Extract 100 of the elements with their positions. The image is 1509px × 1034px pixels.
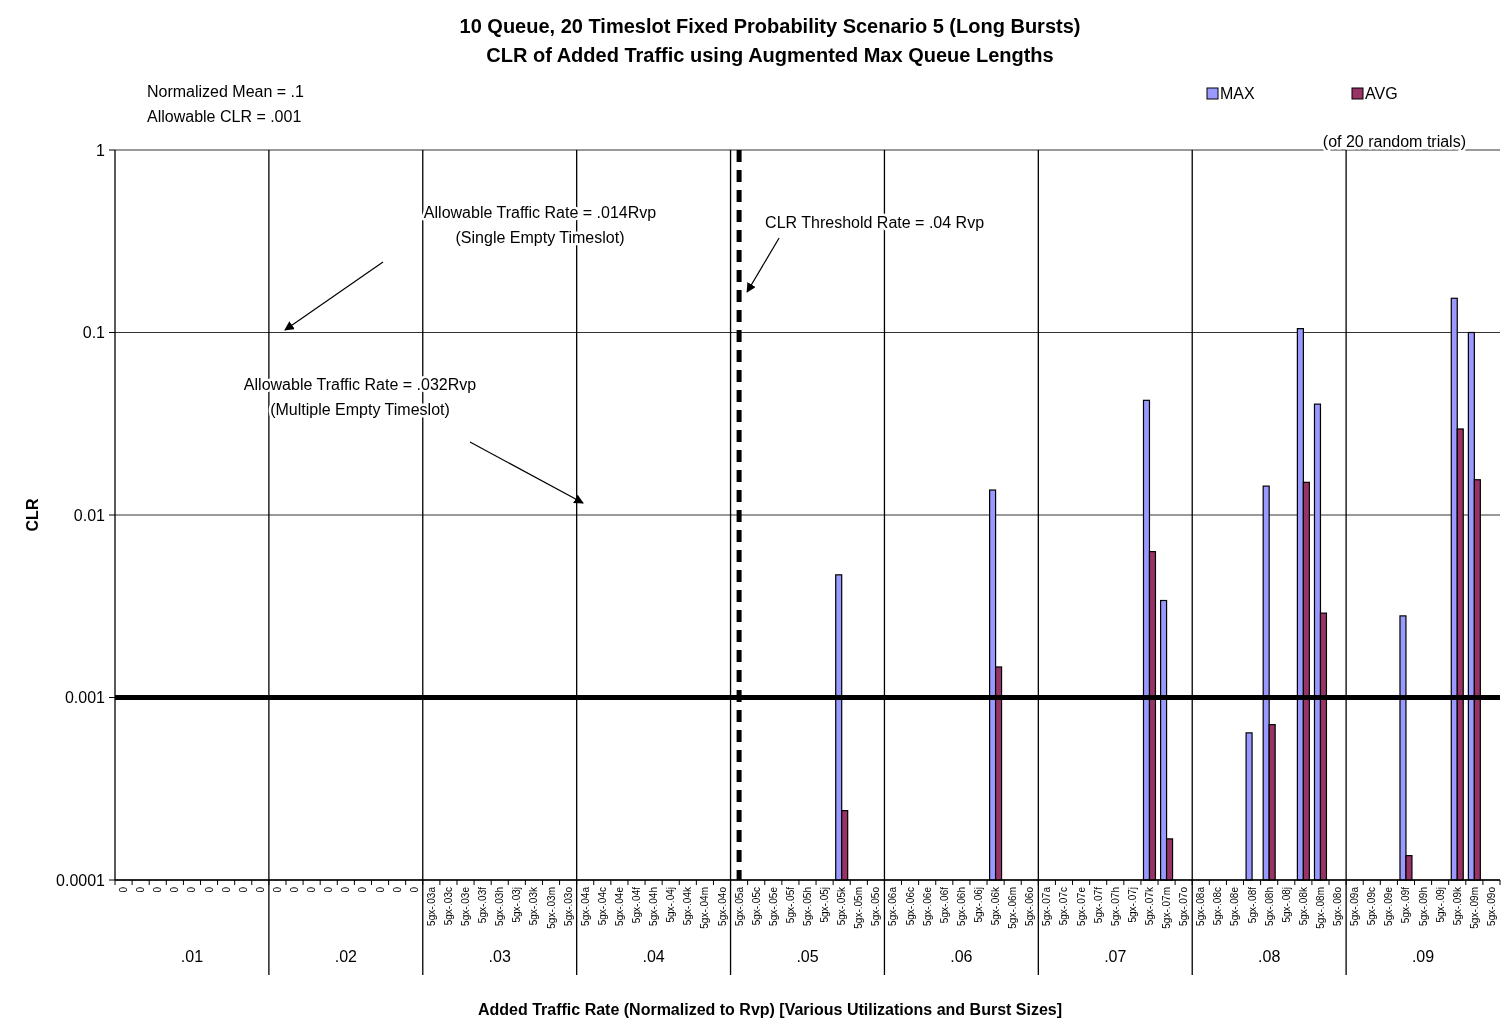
x-tick-label: 5gx-.07c: [1058, 887, 1070, 926]
x-tick-label: 5gx-.06o: [1024, 886, 1036, 926]
text: Normalized Mean = .1: [147, 83, 305, 100]
x-tick-label: 0: [135, 886, 147, 893]
x-tick-label: 5gx-.08a: [1195, 886, 1207, 926]
y-tick-label: 1: [96, 141, 106, 159]
x-tick-label: 0: [391, 886, 403, 893]
x-tick-label: 5gx-.03f: [477, 886, 489, 924]
x-tick-label: 5gx-.04k: [682, 886, 694, 926]
y-tick-label: 0.01: [73, 506, 106, 524]
x-tick-label: 5gx-.08c: [1212, 887, 1224, 926]
text: .06: [950, 948, 973, 965]
x-tick-label: 5gx-.07m: [1161, 887, 1173, 929]
x-tick-label: 5gx-.03o: [562, 886, 574, 926]
x-tick-label: 5gx-.09m: [1468, 887, 1480, 929]
x-tick-label: 5gx-.08o: [1332, 886, 1344, 926]
text: .05: [796, 948, 819, 965]
x-tick-label: 5gx-.04e: [613, 886, 625, 926]
x-tick-label: 5gx-.04m: [699, 887, 711, 929]
x-tick-label: 5gx-.05c: [750, 887, 762, 926]
x-tick-label: 5gx-.06h: [955, 887, 967, 926]
x-tick-label: 5gx-.09j: [1434, 887, 1446, 923]
x-tick-label: 5gx-.08h: [1263, 887, 1275, 926]
x-tick-label: 5gx-.07a: [1041, 886, 1053, 926]
x-tick-label: 5gx-.05o: [870, 886, 882, 926]
x-tick-label: 5gx-.07k: [1143, 886, 1155, 926]
x-tick-label: 5gx-.09f: [1400, 886, 1412, 924]
x-tick-label: 0: [271, 886, 283, 893]
x-tick-label: 5gx-.07h: [1109, 887, 1121, 926]
x-tick-label: 5gx-.06m: [1007, 887, 1019, 929]
x-tick-label: 5gx-.05a: [733, 886, 745, 926]
x-tick-label: 0: [237, 886, 249, 893]
x-tick-label: 0: [118, 886, 130, 893]
x-tick-label: 5gx-.05j: [819, 887, 831, 923]
x-tick-label: 0: [374, 886, 386, 893]
y-tick-label: 0.001: [64, 689, 106, 707]
y-tick-label: 0.0001: [56, 871, 106, 889]
x-tick-label: 5gx-.05m: [853, 887, 865, 929]
text: .07: [1104, 948, 1127, 965]
x-tick-label: 5gx-.08k: [1297, 886, 1309, 926]
text: .08: [1258, 948, 1281, 965]
x-tick-label: 0: [203, 886, 215, 893]
text: .04: [642, 948, 665, 965]
x-tick-label: 5gx-.07f: [1092, 886, 1104, 924]
chart-title: 10 Queue, 20 Timeslot Fixed Probability Scenario 5 (Long Bursts): [459, 15, 1081, 37]
x-tick-label: 5gx-.03e: [460, 886, 472, 926]
chart-subtitle: CLR of Added Traffic using Augmented Max Queue Lengths: [486, 44, 1054, 66]
x-axis-title: Added Traffic Rate (Normalized to Rvp) [Various Utilizations and Burst Sizes]: [477, 1001, 1063, 1018]
x-tick-label: 0: [408, 886, 420, 893]
text: .01: [180, 948, 204, 965]
text: .09: [1411, 948, 1435, 965]
x-tick-label: 5gx-.04c: [596, 887, 608, 926]
text: Allowable CLR = .001: [147, 108, 302, 125]
legend-label: MAX: [1220, 85, 1255, 102]
x-tick-label: 5gx-.09c: [1366, 887, 1378, 926]
x-tick-label: 5gx-.06c: [904, 887, 916, 926]
x-tick-label: 5gx-.06e: [921, 886, 933, 926]
x-tick-label: 5gx-.08f: [1246, 886, 1258, 924]
x-tick-label: 5gx-.09o: [1485, 886, 1497, 926]
x-tick-label: 5gx-.07e: [1075, 886, 1087, 926]
text: .02: [334, 948, 358, 965]
x-tick-label: 5gx-.09a: [1349, 886, 1361, 926]
x-tick-label: 5gx-.03c: [442, 887, 454, 926]
x-tick-label: 5gx-.09h: [1417, 887, 1429, 926]
x-tick-label: 5gx-.06f: [938, 886, 950, 924]
x-tick-label: 5gx-.05f: [784, 886, 796, 924]
y-tick-label: 0.1: [82, 324, 106, 342]
y-axis-title: CLR: [24, 498, 41, 532]
x-tick-label: 5gx-.06a: [887, 886, 899, 926]
x-tick-label: 0: [306, 886, 318, 893]
x-tick-label: 5gx-.04j: [665, 887, 677, 923]
x-tick-label: 5gx-.05e: [767, 886, 779, 926]
x-tick-label: 5gx-.08j: [1280, 887, 1292, 923]
x-tick-label: 0: [289, 886, 301, 893]
x-tick-label: 5gx-.04o: [716, 886, 728, 926]
x-tick-label: 5gx-.03h: [494, 887, 506, 926]
x-tick-label: 0: [340, 886, 352, 893]
x-tick-label: 0: [186, 886, 198, 893]
x-tick-label: 5gx-.09k: [1451, 886, 1463, 926]
x-tick-label: 0: [220, 886, 232, 893]
text: .03: [488, 948, 511, 965]
x-tick-label: 5gx-.07o: [1178, 886, 1190, 926]
x-tick-label: 5gx-.08m: [1314, 887, 1326, 929]
x-tick-label: 0: [169, 886, 181, 893]
x-tick-label: 5gx-.04h: [648, 887, 660, 926]
x-tick-label: 5gx-.04f: [631, 886, 643, 924]
x-tick-label: 5gx-.03a: [425, 886, 437, 926]
x-tick-label: 5gx-.09e: [1383, 886, 1395, 926]
legend-label: AVG: [1365, 85, 1398, 102]
x-tick-label: 0: [152, 886, 164, 893]
x-tick-label: 0: [323, 886, 335, 893]
x-tick-label: 5gx-.08e: [1229, 886, 1241, 926]
x-tick-label: 0: [357, 886, 369, 893]
x-tick-label: 5gx-.05h: [802, 887, 813, 926]
x-tick-label: 5gx-.07j: [1126, 887, 1138, 923]
x-tick-label: 5gx-.03j: [511, 887, 523, 923]
x-tick-label: 5gx-.06j: [972, 887, 984, 923]
x-tick-label: 5gx-.03m: [545, 887, 557, 929]
x-tick-label: 5gx-.05k: [836, 886, 848, 926]
x-tick-label: 5gx-.04a: [579, 886, 591, 926]
